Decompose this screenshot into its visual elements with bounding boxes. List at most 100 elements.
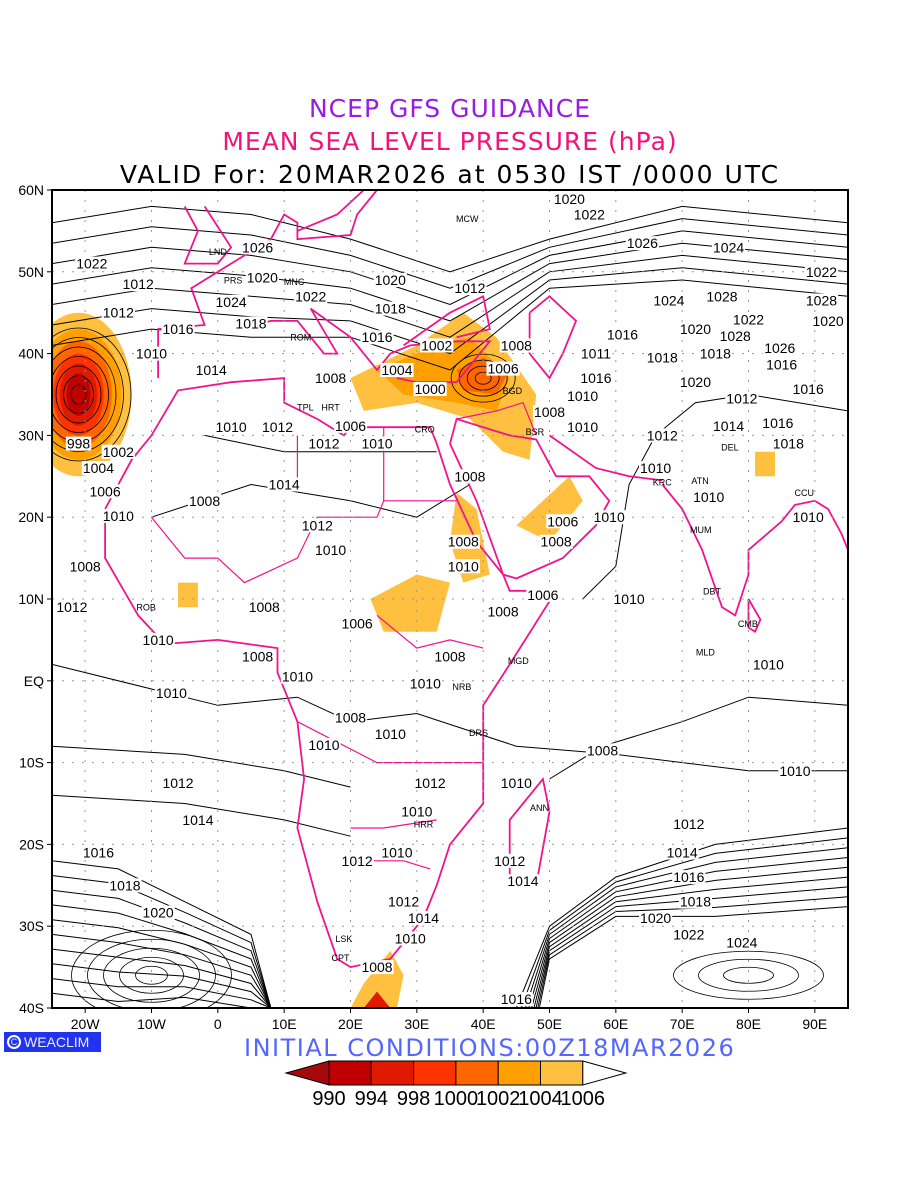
lat-tick-label: 60N	[18, 182, 44, 198]
contour-label-bg	[526, 587, 560, 602]
station-label: BSR	[526, 427, 545, 437]
contour-label-bg	[539, 534, 573, 549]
contour-label-bg	[154, 686, 188, 701]
contour-label-bg	[672, 816, 706, 831]
lon-tick-label: 50E	[537, 1016, 562, 1032]
contour-label: 1026	[764, 340, 795, 356]
contour-label-bg	[280, 669, 315, 684]
contour-label: 1022	[673, 926, 704, 942]
contour-label-bg	[68, 559, 102, 574]
contour-label: 1022	[76, 256, 107, 272]
contour-label-bg	[420, 338, 454, 353]
station-label: KRC	[653, 478, 673, 488]
contour-label-bg	[187, 493, 222, 508]
contour-label: 1016	[83, 845, 114, 861]
contour-label: 1010	[103, 508, 134, 524]
contour-label-bg	[585, 743, 620, 758]
contour-label-bg	[506, 874, 540, 889]
isobar-low-ring	[52, 327, 132, 462]
contour-label: 1010	[410, 676, 441, 692]
station-label: ANN	[530, 803, 549, 813]
contour-label: 1016	[580, 370, 611, 386]
contour-label-bg	[731, 312, 766, 327]
contour-label: 1012	[726, 391, 757, 407]
contour-label-bg	[294, 289, 328, 304]
contour-label: 1014	[408, 910, 439, 926]
contour-label: 1006	[335, 418, 366, 434]
contour-label-bg	[141, 632, 175, 647]
contour-label-bg	[267, 477, 301, 492]
contour-label-bg	[712, 418, 746, 433]
coastline	[508, 776, 551, 887]
contour-label-bg	[572, 207, 606, 222]
station-label: BGD	[503, 386, 523, 396]
contour-label: 1024	[713, 239, 744, 255]
lat-tick-label: 10S	[19, 755, 44, 771]
isobar	[52, 992, 271, 1008]
isobar-high-ring	[135, 965, 168, 985]
isobar-low-ring	[52, 337, 124, 452]
contour-label-bg	[234, 316, 268, 331]
station-label: HRT	[321, 402, 340, 412]
contour-label: 1016	[793, 381, 824, 397]
contour-label: 1024	[216, 294, 247, 310]
contour-label-bg	[791, 510, 825, 525]
contour-label-bg	[532, 405, 567, 420]
contour-label-bg	[161, 322, 195, 337]
lat-tick-label: 20N	[18, 509, 44, 525]
low-fill-mideast-1004	[377, 337, 510, 411]
station-label: DRS	[469, 728, 488, 738]
contour-label-bg	[625, 236, 659, 251]
isobar	[52, 978, 272, 1008]
contour-label: 998	[67, 436, 91, 452]
station-label: ATN	[691, 476, 708, 486]
contour-label: 1012	[123, 276, 154, 292]
contour-label: 1016	[501, 991, 532, 1007]
contour-label: 1022	[806, 264, 837, 280]
contour-label-bg	[360, 330, 394, 345]
station-label: CCU	[794, 488, 814, 498]
colorbar-swatch	[370, 1060, 415, 1086]
contour-label-bg	[408, 676, 442, 691]
contour-label: 1004	[381, 362, 412, 378]
contour-label: 1010	[315, 542, 346, 558]
country-border	[151, 500, 457, 584]
contour-label: 1016	[607, 327, 638, 343]
contour-label: 1016	[762, 415, 793, 431]
contour-label-bg	[453, 469, 487, 484]
station-label: HRR	[414, 819, 434, 829]
contour-label-bg	[639, 461, 673, 476]
lon-tick-label: 30E	[404, 1016, 429, 1032]
contour-label: 1014	[713, 418, 744, 434]
isobar	[52, 267, 848, 355]
contour-label: 1010	[143, 632, 174, 648]
contour-label: 1014	[196, 362, 227, 378]
lon-tick-label: 20W	[71, 1016, 101, 1032]
contour-label: 1010	[401, 804, 432, 820]
isobar-low-ring	[52, 356, 109, 433]
contour-label-bg	[579, 346, 613, 361]
contour-label-bg	[493, 853, 527, 868]
contour-label: 1010	[156, 685, 187, 701]
contour-label-bg	[499, 776, 533, 791]
contour-label-bg	[386, 894, 421, 909]
contour-label: 1008	[487, 603, 518, 619]
contour-label-bg	[101, 305, 135, 320]
contour-label-bg	[101, 508, 135, 523]
contour-label-bg	[413, 382, 447, 397]
station-label: MLD	[696, 648, 716, 658]
contour-label-bg	[65, 436, 92, 451]
contour-label-bg	[499, 992, 533, 1006]
contour-label-bg	[763, 341, 797, 356]
contour-label-bg	[380, 845, 414, 860]
isobar	[538, 906, 848, 1008]
contour-label: 1024	[726, 935, 757, 951]
contour-label-bg	[181, 812, 215, 827]
contour-label-bg	[698, 346, 732, 361]
isobar	[52, 875, 272, 1008]
colorbar-label: 990	[312, 1088, 345, 1110]
isobar-high-ring	[723, 966, 774, 984]
isobar	[52, 794, 351, 837]
contour-label: 1012	[308, 436, 339, 452]
contour-label-bg	[645, 350, 679, 365]
